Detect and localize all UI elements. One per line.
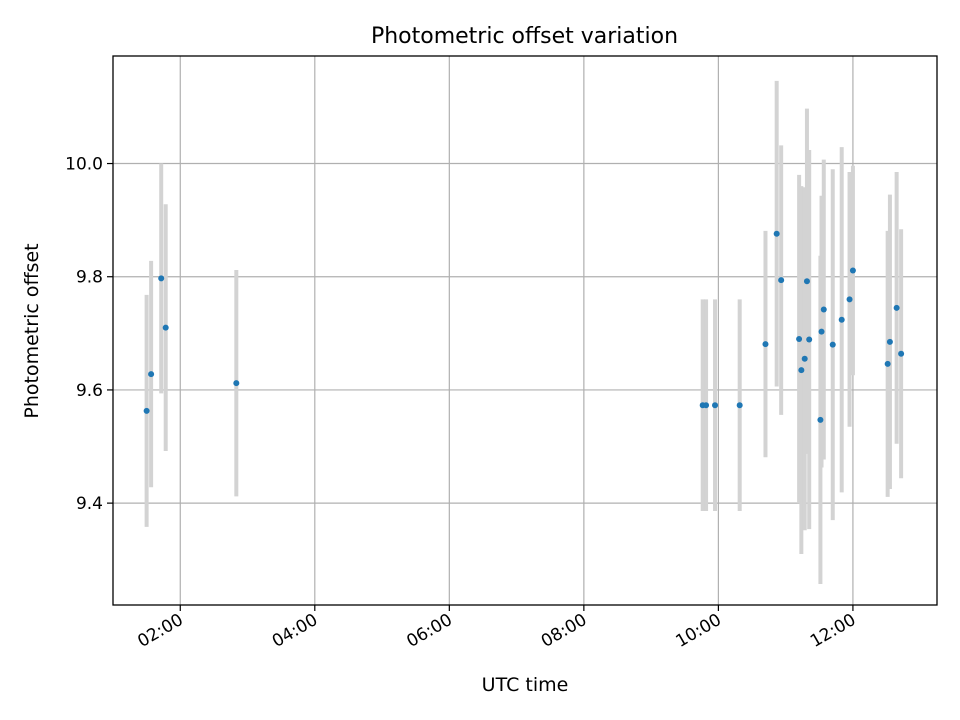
data-point xyxy=(886,338,893,345)
data-point xyxy=(773,230,780,237)
y-axis-label: Photometric offset xyxy=(21,243,43,418)
data-point xyxy=(798,367,805,374)
data-point xyxy=(884,360,891,367)
y-axis-ticks: 9.4 9.6 9.8 10.0 xyxy=(65,155,113,514)
x-axis-label: UTC time xyxy=(482,674,569,696)
data-point xyxy=(736,402,743,409)
x-tick-label: 10:00 xyxy=(672,610,724,652)
y-tick-label: 9.6 xyxy=(76,381,103,401)
y-tick-label: 10.0 xyxy=(65,155,103,175)
data-point xyxy=(712,402,719,409)
data-point xyxy=(801,355,808,362)
x-tick-label: 08:00 xyxy=(538,610,590,652)
data-points xyxy=(143,230,905,423)
plot-area-frame xyxy=(112,55,938,606)
data-point xyxy=(820,306,827,313)
data-point xyxy=(796,335,803,342)
error-bars xyxy=(144,80,904,585)
data-point xyxy=(818,328,825,335)
x-tick-label: 02:00 xyxy=(134,610,186,652)
x-axis-ticks: 02:00 04:00 06:00 08:00 10:00 12:00 xyxy=(134,605,859,652)
data-point xyxy=(806,336,813,343)
y-tick-label: 9.8 xyxy=(76,268,103,288)
data-point xyxy=(762,341,769,348)
y-tick-label: 9.4 xyxy=(76,494,103,514)
data-point xyxy=(838,316,845,323)
data-point xyxy=(829,341,836,348)
data-point xyxy=(148,371,155,378)
data-point xyxy=(893,304,900,311)
data-point xyxy=(162,324,169,331)
chart-title: Photometric offset variation xyxy=(371,24,678,49)
x-tick-label: 12:00 xyxy=(807,610,859,652)
data-point xyxy=(158,275,165,282)
data-point xyxy=(143,407,150,414)
data-point xyxy=(233,380,240,387)
data-point xyxy=(817,416,824,423)
x-tick-label: 04:00 xyxy=(269,610,321,652)
data-point xyxy=(898,350,905,357)
data-point xyxy=(778,277,785,284)
x-tick-label: 06:00 xyxy=(403,610,455,652)
data-point xyxy=(849,267,856,274)
data-point xyxy=(703,402,710,409)
data-point xyxy=(803,278,810,285)
data-point xyxy=(846,296,853,303)
